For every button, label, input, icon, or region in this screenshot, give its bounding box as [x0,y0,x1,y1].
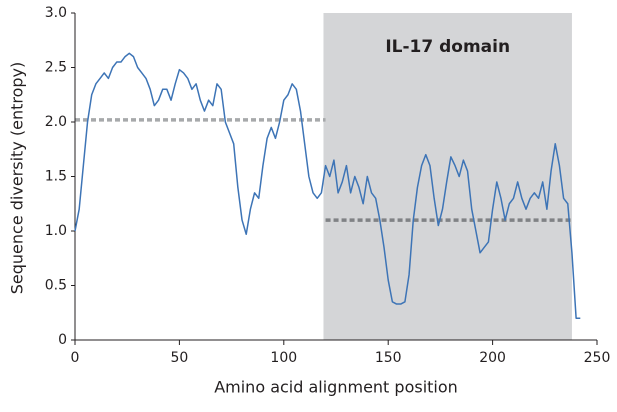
y-tick-label: 1.5 [45,169,67,185]
y-tick-label: 0.5 [45,278,67,294]
x-axis-label: Amino acid alignment position [214,378,458,397]
region-label: IL-17 domain [385,37,510,57]
x-tick-label: 100 [270,350,297,366]
y-axis-label: Sequence diversity (entropy) [8,62,27,295]
x-tick-label: 200 [479,350,506,366]
x-tick-label: 50 [170,350,188,366]
x-tick-label: 0 [71,350,80,366]
y-tick-label: 0 [58,332,67,348]
x-tick-label: 150 [375,350,402,366]
data-line [74,52,581,319]
y-tick-label: 2.0 [45,114,67,130]
y-tick-label: 3.0 [45,5,67,21]
x-tick-label: 250 [584,350,611,366]
y-tick-label: 1.0 [45,223,67,239]
y-tick-label: 2.5 [45,60,67,76]
